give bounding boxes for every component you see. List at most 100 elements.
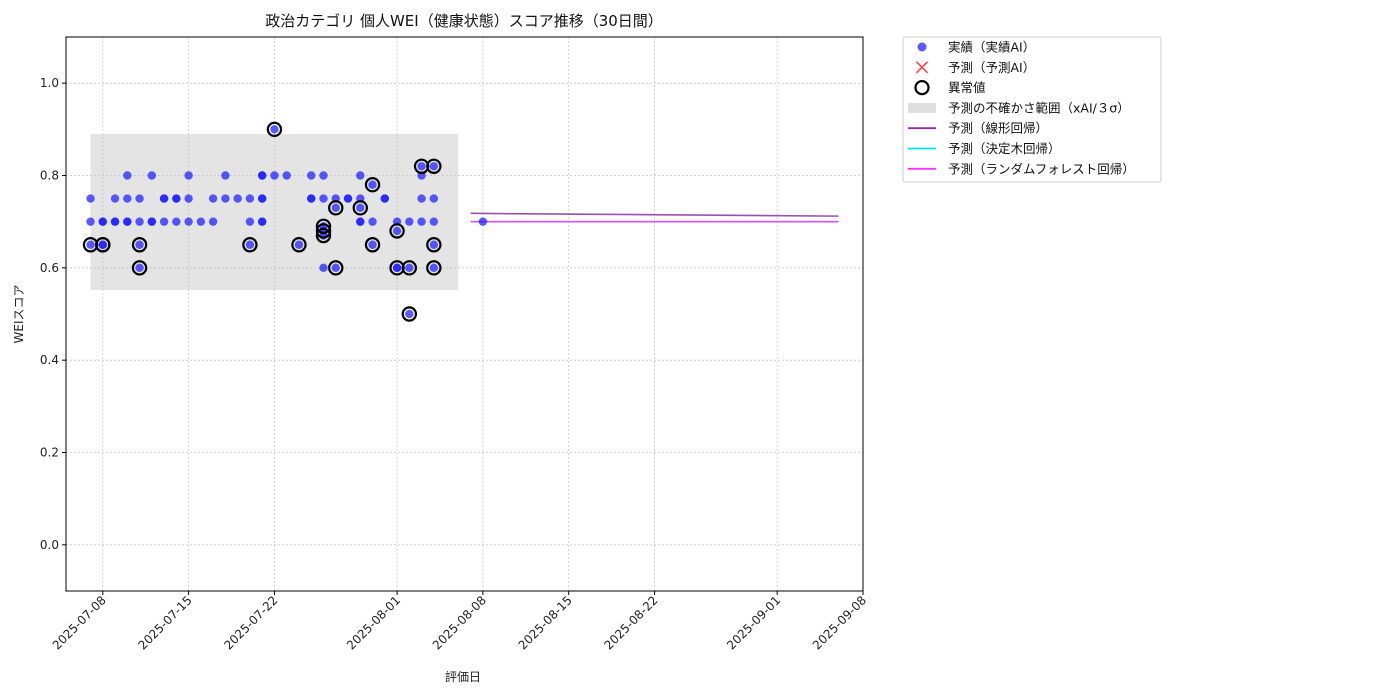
- y-tick-label: 0.4: [40, 353, 59, 367]
- outlier-marker: [364, 237, 381, 253]
- actual-point: [135, 217, 144, 226]
- x-axis-label: 評価日: [445, 669, 481, 684]
- actual-point: [135, 194, 144, 203]
- outlier-marker: [401, 306, 418, 322]
- forecast-line: [470, 212, 839, 217]
- x-tick-label: 2025-09-08: [810, 593, 869, 652]
- outlier-marker: [328, 260, 344, 276]
- y-tick-label: 0.6: [40, 261, 59, 275]
- x-tick-label: 2025-08-01: [344, 593, 403, 652]
- outlier-marker: [389, 223, 405, 239]
- actual-point: [196, 217, 206, 226]
- outlier-marker: [426, 158, 442, 174]
- actual-point: [368, 217, 377, 226]
- actual-point: [368, 240, 377, 249]
- actual-point: [172, 217, 181, 226]
- actual-point: [257, 171, 267, 180]
- outlier-marker: [401, 260, 418, 276]
- chart-title: 政治カテゴリ 個人WEI（健康状態）スコア推移（30日間）: [265, 12, 663, 30]
- legend-box: [902, 36, 1162, 183]
- legend-outlier-marker: [914, 79, 930, 96]
- actual-point: [429, 263, 439, 273]
- outlier-marker: [426, 260, 442, 276]
- outlier-marker: [328, 200, 344, 216]
- x-tick-label: 2025-08-15: [516, 593, 575, 652]
- plot-frame: [65, 36, 864, 592]
- actual-point: [245, 217, 255, 226]
- outlier-marker: [242, 237, 258, 253]
- actual-point: [147, 171, 157, 180]
- y-tick-label: 1.0: [40, 76, 59, 90]
- actual-point: [86, 217, 95, 226]
- outlier-marker: [266, 121, 283, 138]
- actual-point: [405, 263, 414, 273]
- actual-point: [159, 217, 169, 226]
- y-axis-label: WEIスコア: [12, 285, 26, 344]
- actual-point: [392, 263, 402, 273]
- actual-point: [282, 171, 291, 180]
- actual-point: [123, 171, 132, 180]
- outlier-marker: [315, 223, 332, 239]
- legend-label: 予測（決定木回帰）: [948, 141, 1061, 156]
- actual-point: [159, 194, 169, 203]
- actual-point: [478, 217, 488, 226]
- outlier-marker: [315, 218, 332, 234]
- outlier-marker: [95, 237, 111, 253]
- outlier-marker: [291, 237, 307, 253]
- actual-point: [294, 240, 304, 249]
- outlier-marker: [131, 237, 148, 253]
- actual-point: [307, 194, 316, 203]
- actual-point: [172, 194, 181, 203]
- plot-area: 0.0 0.2 0.4 0.6 0.8 1.0 2025-07-08 2025-07-15 20…: [40, 37, 869, 652]
- actual-point: [123, 194, 132, 203]
- outlier-marker: [426, 237, 442, 253]
- y-tick-label: 0.0: [40, 538, 59, 552]
- actual-point: [135, 263, 144, 273]
- actual-point: [417, 194, 426, 203]
- actual-point: [245, 240, 255, 249]
- actual-point: [86, 194, 95, 203]
- actual-point: [98, 240, 107, 249]
- actual-point: [184, 171, 193, 180]
- actual-point: [245, 194, 255, 203]
- legend-actual-marker: [917, 42, 927, 52]
- actual-point: [319, 194, 328, 203]
- actual-point: [233, 194, 242, 203]
- x-tick-label: 2025-09-01: [724, 593, 783, 652]
- x-tick-label: 2025-08-22: [601, 593, 660, 652]
- actual-point: [147, 217, 157, 226]
- actual-point: [221, 171, 230, 180]
- actual-point: [429, 194, 439, 203]
- outlier-marker: [131, 260, 148, 276]
- legend-label: 異常値: [948, 80, 986, 95]
- actual-point: [208, 194, 218, 203]
- actual-point: [257, 217, 267, 226]
- actual-point: [380, 194, 389, 203]
- legend-label: 予測（線形回帰）: [948, 121, 1048, 136]
- actual-point: [307, 171, 316, 180]
- actual-point: [405, 309, 414, 319]
- actual-point: [98, 217, 107, 226]
- actual-point: [331, 203, 340, 213]
- actual-point: [429, 217, 439, 226]
- outlier-marker: [364, 177, 381, 193]
- actual-point: [429, 162, 439, 171]
- y-tick-label: 0.2: [40, 446, 59, 460]
- actual-point: [221, 194, 230, 203]
- actual-point: [319, 171, 328, 180]
- x-tick-label: 2025-07-08: [50, 593, 109, 652]
- actual-point: [343, 194, 353, 203]
- actual-point: [356, 171, 365, 180]
- legend-label: 予測の不確かさ範囲（xAI/３σ）: [948, 100, 1130, 115]
- actual-point: [405, 217, 414, 226]
- actual-point: [86, 240, 95, 249]
- x-tick-label: 2025-08-08: [430, 593, 489, 652]
- actual-point: [356, 203, 365, 213]
- actual-point: [368, 180, 377, 189]
- legend-label: 実績（実績AI）: [948, 40, 1035, 55]
- y-tick-label: 0.8: [40, 169, 59, 183]
- actual-point: [110, 194, 120, 203]
- actual-point: [331, 263, 340, 273]
